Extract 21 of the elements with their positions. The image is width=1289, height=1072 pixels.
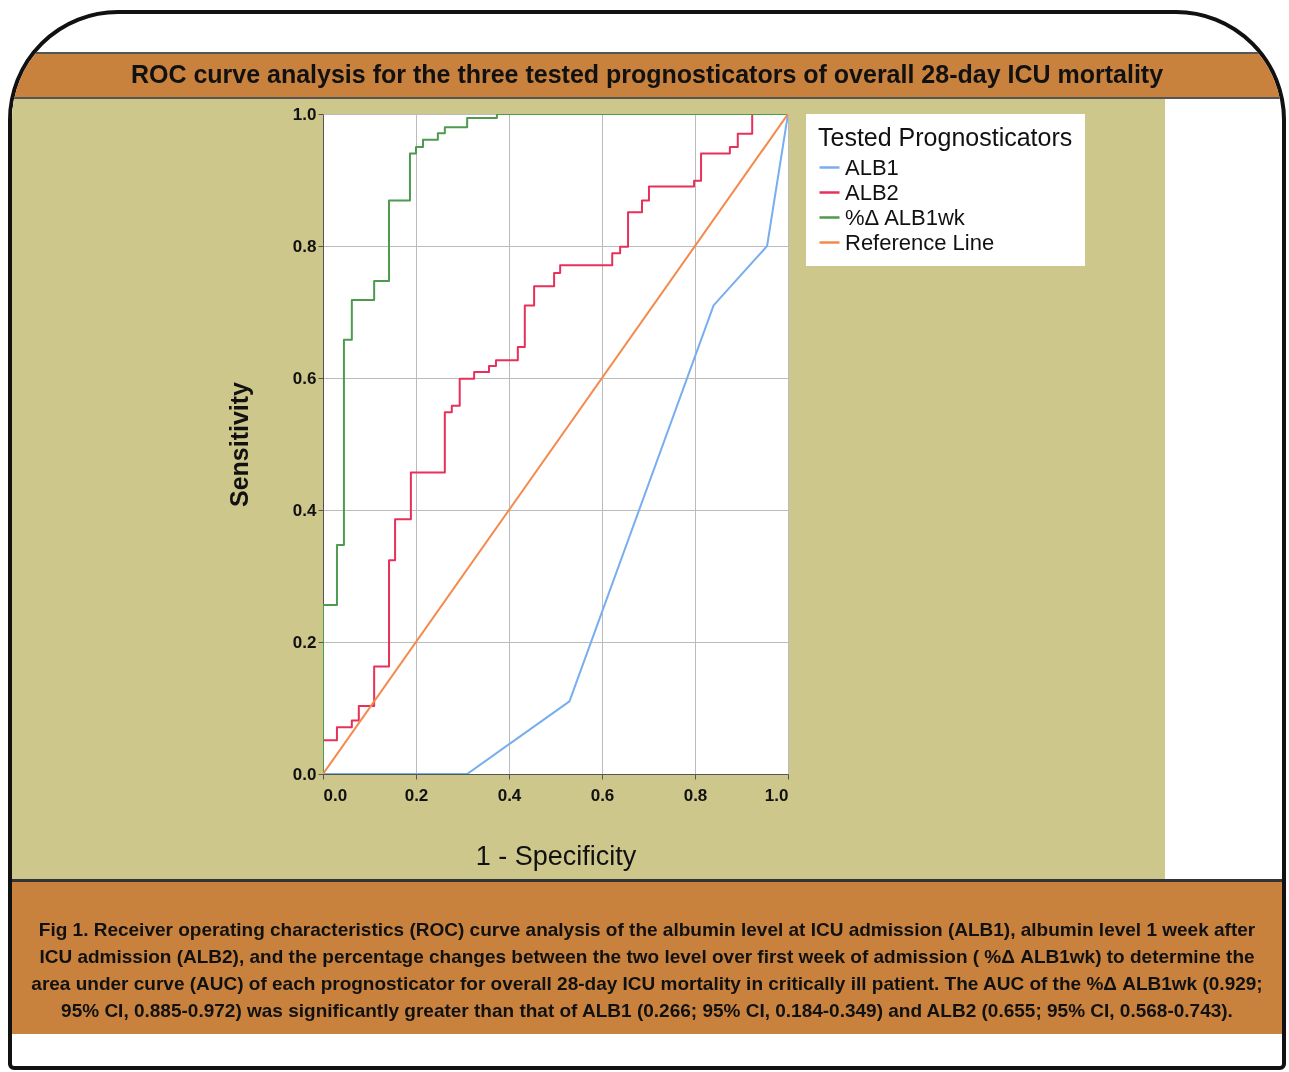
y-tick-label: 0.8 [292, 236, 317, 256]
x-tick-label: 0.6 [590, 785, 615, 805]
x-tick-label: 0.4 [497, 785, 522, 805]
chart-title: ROC curve analysis for the three tested prognosticators of overall 28-day ICU mortality [12, 52, 1282, 99]
x-tick-label: 1.0 [764, 785, 789, 805]
legend-label: ALB2 [845, 179, 899, 205]
x-tick-label: 0.2 [404, 785, 429, 805]
legend-label: ALB1 [845, 154, 899, 180]
y-tick-label: 0.0 [292, 764, 317, 784]
legend-title: Tested Prognosticators [818, 123, 1073, 151]
x-tick-label: 0.0 [323, 785, 348, 805]
y-axis-title: Sensitivity [224, 381, 253, 508]
y-tick-label: 1.0 [292, 104, 317, 124]
legend-label: %Δ ALB1wk [845, 204, 966, 230]
legend-label: Reference Line [845, 229, 995, 255]
y-tick-label: 0.6 [292, 368, 317, 388]
y-tick-label: 0.4 [292, 500, 318, 520]
caption: Fig 1. Receiver operating characteristics (ROC) curve analysis of the albumin level at ICU admission (ALB1), albumin level 1 week after ICU admission (ALB2), and the percentage changes between the two level over first week of admission ( %Δ ALB1wk) to determine the area under curve (AUC) of each prognosticator for overall 28-day ICU mortality in critically ill patient. The AUC of the %Δ ALB1wk (0.929; 95% CI, 0.885-0.972) was significantly greater than that of ALB1 (0.266; 95% CI, 0.184-0.349) and ALB2 (0.655; 95% CI, 0.568-0.743). [12, 879, 1282, 1034]
y-tick-label: 0.2 [292, 632, 317, 652]
x-tick-label: 0.8 [683, 785, 708, 805]
x-axis-title: 1 - Specificity [475, 840, 637, 871]
